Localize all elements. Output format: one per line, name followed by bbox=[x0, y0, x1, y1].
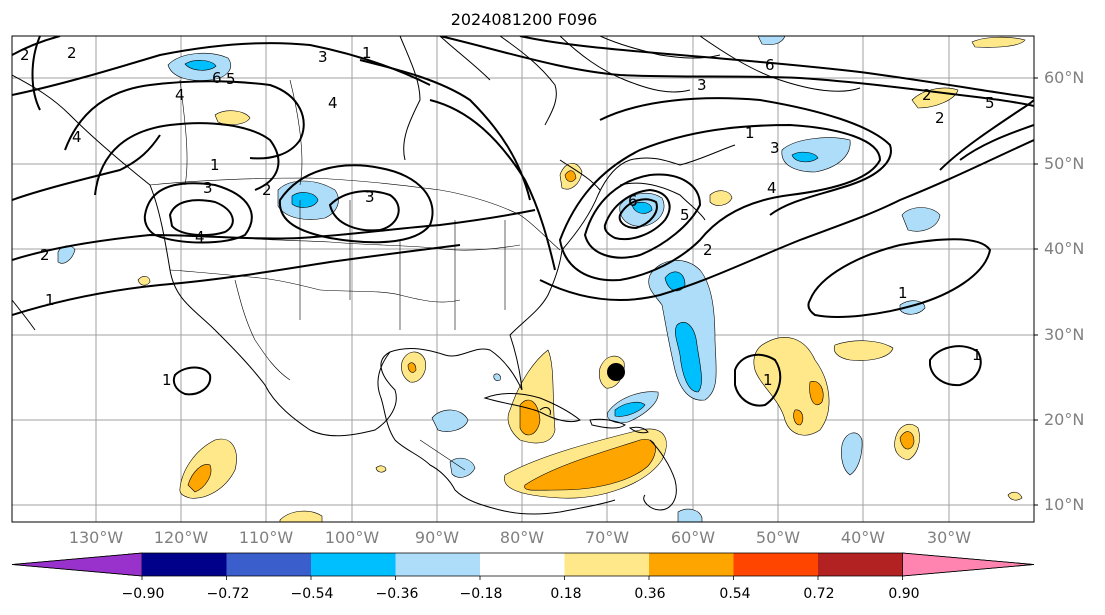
contour-label: 5 bbox=[985, 94, 995, 112]
contour-label: 1 bbox=[362, 44, 372, 62]
contour-label: 4 bbox=[767, 179, 777, 197]
colorbar-tick-label: 0.36 bbox=[634, 586, 666, 602]
contour-label: 5 bbox=[226, 70, 236, 88]
contour-label: 1 bbox=[745, 124, 755, 142]
colorbar-swatch bbox=[564, 553, 649, 576]
map-background bbox=[12, 36, 1034, 522]
contour-label: 1 bbox=[210, 156, 220, 174]
storm-center-marker bbox=[607, 363, 625, 381]
colorbar-tick-label: −0.54 bbox=[290, 586, 334, 602]
colorbar-tick-label: 0.72 bbox=[803, 586, 835, 602]
lon-label-110w: 110°W bbox=[238, 528, 294, 547]
contour-label: 3 bbox=[318, 48, 328, 66]
colorbar-tick-label: −0.90 bbox=[121, 586, 165, 602]
lat-label-50n: 50°N bbox=[1044, 154, 1085, 173]
contour-label: 5 bbox=[680, 206, 690, 224]
map-frame bbox=[11, 35, 1035, 523]
contour-label: 2 bbox=[67, 44, 77, 62]
colorbar-swatch bbox=[733, 553, 818, 576]
contour-label: 3 bbox=[365, 188, 375, 206]
lon-label-30w: 30°W bbox=[926, 528, 972, 547]
colorbar-swatch bbox=[480, 553, 565, 576]
contour-label: 1 bbox=[898, 284, 908, 302]
lon-label-130w: 130°W bbox=[68, 528, 124, 547]
lon-label-50w: 50°W bbox=[755, 528, 801, 547]
colorbar bbox=[11, 552, 1035, 580]
colorbar-swatch bbox=[818, 553, 903, 576]
political-borders bbox=[149, 79, 561, 471]
lon-label-40w: 40°W bbox=[840, 528, 886, 547]
contour-label-group: 1 2 3 4 3 1 2 3 4 5 6 3 1 5 2 2 1 3 4 4 … bbox=[20, 44, 995, 389]
contour-label: 1 bbox=[162, 371, 172, 389]
contour-lines bbox=[12, 36, 1034, 407]
contour-label: 2 bbox=[703, 241, 713, 259]
lat-label-10n: 10°N bbox=[1044, 495, 1085, 514]
contour-label: 2 bbox=[40, 246, 50, 264]
colorbar-swatch bbox=[226, 553, 311, 576]
contour-label: 4 bbox=[195, 228, 205, 246]
contour-label: 6 bbox=[212, 69, 222, 87]
contour-label: 4 bbox=[328, 94, 338, 112]
contour-label: 1 bbox=[45, 291, 55, 309]
lat-label-60n: 60°N bbox=[1044, 68, 1085, 87]
contour-label: 1 bbox=[763, 371, 773, 389]
lat-label-40n: 40°N bbox=[1044, 239, 1085, 258]
contour-label: 4 bbox=[72, 128, 82, 146]
colorbar-swatch bbox=[902, 552, 1035, 577]
contour-label: 3 bbox=[203, 179, 213, 197]
contour-label: 4 bbox=[175, 86, 185, 104]
lon-label-60w: 60°W bbox=[670, 528, 716, 547]
contour-label: 2 bbox=[922, 86, 932, 104]
contour-label: 6 bbox=[765, 56, 775, 74]
colorbar-tick-label: −0.36 bbox=[375, 586, 419, 602]
negative-anomaly-fills bbox=[57, 36, 941, 522]
map-title: 2024081200 F096 bbox=[450, 10, 598, 29]
contour-label: 1 bbox=[972, 346, 982, 364]
colorbar-swatch bbox=[395, 553, 480, 576]
contour-label: 2 bbox=[262, 181, 272, 199]
lat-label-20n: 20°N bbox=[1044, 410, 1085, 429]
colorbar-swatch bbox=[649, 553, 734, 576]
colorbar-tick-label: 0.18 bbox=[550, 586, 582, 602]
colorbar-tick-label: 0.90 bbox=[888, 586, 920, 602]
colorbar-tick-label: −0.18 bbox=[459, 586, 503, 602]
coastlines bbox=[12, 36, 861, 515]
contour-label: 3 bbox=[697, 76, 707, 94]
lon-label-100w: 100°W bbox=[324, 528, 380, 547]
contour-label: 2 bbox=[20, 46, 30, 64]
lon-label-70w: 70°W bbox=[584, 528, 630, 547]
lon-label-120w: 120°W bbox=[153, 528, 209, 547]
colorbar-swatch bbox=[142, 553, 227, 576]
colorbar-tick-label: −0.72 bbox=[206, 586, 250, 602]
lat-label-30n: 30°N bbox=[1044, 325, 1085, 344]
contour-label: 2 bbox=[935, 109, 945, 127]
lon-label-90w: 90°W bbox=[414, 528, 460, 547]
positive-anomaly-fills bbox=[137, 36, 1026, 522]
lon-label-80w: 80°W bbox=[499, 528, 545, 547]
contour-label: 6 bbox=[628, 192, 638, 210]
colorbar-swatch bbox=[311, 553, 396, 576]
colorbar-tick-label: 0.54 bbox=[719, 586, 751, 602]
colorbar-swatch bbox=[11, 552, 143, 577]
contour-label: 3 bbox=[770, 139, 780, 157]
